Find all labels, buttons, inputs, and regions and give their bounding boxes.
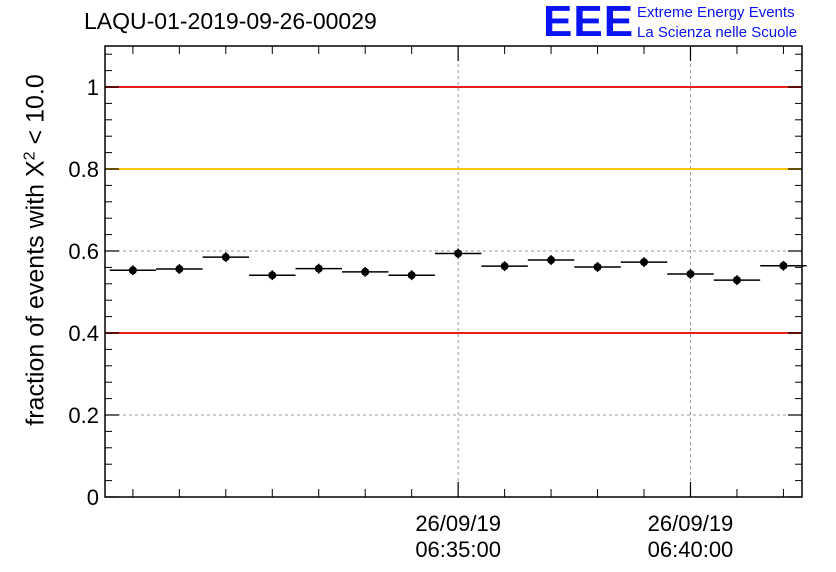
data-point bbox=[760, 260, 807, 271]
plot-frame bbox=[104, 45, 803, 498]
data-point bbox=[156, 264, 203, 274]
y-tick-label: 0.6 bbox=[68, 239, 99, 264]
logo-text-line2: La Scienza nelle Scuole bbox=[637, 24, 798, 41]
y-tick-label: 0.4 bbox=[68, 321, 99, 346]
data-marker bbox=[314, 264, 323, 273]
data-marker bbox=[640, 258, 649, 267]
y-tick-label: 0 bbox=[87, 485, 99, 510]
data-marker bbox=[361, 267, 370, 276]
data-marker bbox=[268, 271, 277, 280]
data-marker bbox=[686, 269, 695, 278]
data-marker bbox=[221, 253, 230, 262]
data-marker bbox=[175, 265, 184, 274]
data-point bbox=[295, 263, 342, 274]
data-point bbox=[620, 257, 668, 267]
data-point bbox=[341, 266, 389, 277]
y-tick-label: 0.8 bbox=[68, 157, 99, 182]
data-marker bbox=[454, 249, 463, 258]
axes: 00.20.40.60.8126/09/1906:35:0026/09/1906… bbox=[68, 45, 803, 562]
data-point bbox=[434, 248, 482, 259]
data-point bbox=[202, 252, 250, 263]
data-marker bbox=[500, 262, 509, 271]
logo-text-line1: Extreme Energy Events bbox=[637, 4, 795, 21]
data-point bbox=[713, 275, 761, 286]
data-point bbox=[388, 270, 435, 281]
data-point bbox=[667, 269, 714, 279]
data-point bbox=[249, 270, 296, 281]
data-point bbox=[527, 255, 575, 265]
data-marker bbox=[407, 271, 416, 280]
data-marker bbox=[779, 261, 788, 270]
x-tick-label-date: 26/09/19 bbox=[415, 511, 501, 536]
logo-mark: EEE bbox=[543, 0, 635, 46]
data-point bbox=[574, 262, 621, 272]
data-marker bbox=[547, 256, 556, 265]
chart-title: LAQU-01-2019-09-26-00029 bbox=[84, 8, 377, 34]
data-points bbox=[109, 248, 807, 286]
reference-lines bbox=[105, 86, 802, 334]
data-marker bbox=[128, 266, 137, 275]
y-tick-label: 1 bbox=[87, 75, 99, 100]
x-tick-label-time: 06:35:00 bbox=[415, 537, 501, 562]
x-tick-label-date: 26/09/19 bbox=[648, 511, 734, 536]
grid-layer bbox=[105, 46, 802, 497]
x-tick-label-time: 06:40:00 bbox=[648, 537, 734, 562]
y-tick-label: 0.2 bbox=[68, 403, 99, 428]
data-marker bbox=[732, 276, 741, 285]
data-marker bbox=[593, 262, 602, 271]
data-point bbox=[481, 261, 528, 272]
data-point bbox=[109, 265, 157, 276]
